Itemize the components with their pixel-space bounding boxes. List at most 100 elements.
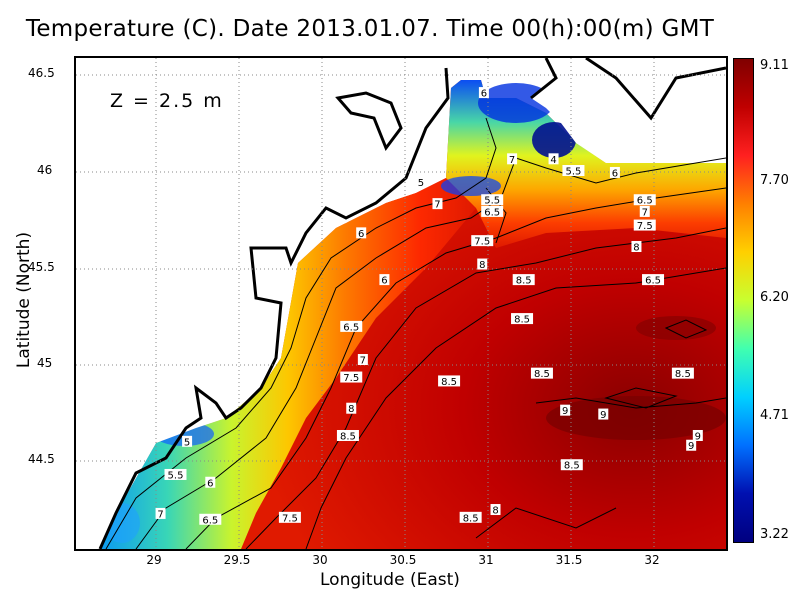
contour-label: 5.5 (481, 194, 504, 207)
contour-label: 6.5 (642, 274, 665, 287)
svg-text:5: 5 (418, 178, 424, 189)
contour-label: 9 (686, 439, 697, 452)
contour-label: 8 (477, 258, 488, 271)
x-tick: 29 (146, 553, 162, 567)
contour-label: 8.5 (530, 367, 553, 380)
svg-text:6: 6 (612, 168, 618, 179)
contour-label: 8 (490, 504, 501, 517)
svg-text:7: 7 (157, 509, 163, 520)
contour-label: 6 (379, 274, 390, 287)
contour-label: 5 (182, 435, 193, 448)
contour-label: 6 (478, 87, 489, 100)
contour-label: 6 (609, 166, 620, 179)
contour-label: 7.5 (471, 235, 494, 248)
contour-label: 7 (507, 153, 518, 166)
svg-text:5.5: 5.5 (484, 196, 500, 207)
svg-text:8.5: 8.5 (564, 461, 580, 472)
contour-label: 6.5 (633, 194, 656, 207)
colorbar-label-3: 6.20 (760, 290, 789, 305)
map-plot-area: 6 7 4 5.5 6 5 5.5 7 6.5 6.5 7 7.5 6 7.5 8 8 6 8.5 6.5 8.5 6.… (74, 56, 728, 551)
svg-text:6: 6 (358, 229, 364, 240)
svg-text:8: 8 (479, 260, 485, 271)
contour-label: 7 (155, 507, 166, 520)
x-tick: 31 (478, 553, 494, 567)
contour-label: 4 (548, 153, 559, 166)
contour-label: 9 (692, 429, 703, 442)
y-tick: 46.5 (28, 66, 55, 80)
svg-text:8.5: 8.5 (463, 513, 479, 524)
svg-text:9: 9 (695, 431, 701, 442)
contour-label: 8 (631, 240, 642, 253)
svg-text:9: 9 (688, 441, 694, 452)
svg-text:7: 7 (360, 356, 366, 367)
x-tick: 31.5 (555, 553, 583, 567)
colorbar-label-2: 7.70 (760, 173, 789, 188)
contour-label: 7 (432, 198, 443, 211)
contour-label: 7 (639, 205, 650, 218)
svg-text:8.5: 8.5 (675, 369, 691, 380)
svg-text:5.5: 5.5 (168, 470, 184, 481)
svg-text:7.5: 7.5 (637, 221, 653, 232)
contour-label: 7 (357, 354, 368, 367)
contour-label: 7.5 (340, 371, 363, 384)
contour-label: 7.5 (278, 511, 301, 524)
y-tick: 44.5 (28, 452, 55, 466)
contour-label: 5.5 (562, 165, 585, 178)
svg-text:7: 7 (509, 155, 515, 166)
svg-text:6: 6 (381, 276, 387, 287)
svg-text:8.5: 8.5 (534, 369, 550, 380)
svg-text:6.5: 6.5 (202, 515, 218, 526)
svg-text:6.5: 6.5 (637, 196, 653, 207)
contour-label: 8.5 (560, 459, 583, 472)
contour-label: 9 (560, 404, 571, 417)
colorbar-label-max: 9.11 (760, 58, 789, 73)
contour-label: 8 (346, 402, 357, 415)
svg-text:8.5: 8.5 (514, 315, 530, 326)
contour-label: 8.5 (671, 367, 694, 380)
contour-label: 5.5 (164, 468, 187, 481)
svg-text:7.5: 7.5 (474, 237, 490, 248)
x-tick: 29.5 (223, 553, 251, 567)
svg-text:8.5: 8.5 (340, 431, 356, 442)
x-tick: 32 (644, 553, 660, 567)
svg-text:6: 6 (481, 89, 487, 100)
svg-text:4: 4 (550, 155, 556, 166)
svg-text:6.5: 6.5 (343, 322, 359, 333)
svg-text:8: 8 (492, 506, 498, 517)
svg-text:9: 9 (562, 406, 568, 417)
svg-text:9: 9 (600, 410, 606, 421)
y-axis-label: Latitude (North) (14, 231, 34, 369)
x-axis-label: Longitude (East) (320, 570, 460, 590)
contour-label: 8.5 (511, 313, 534, 326)
y-tick: 45 (37, 356, 53, 370)
contour-label: 7.5 (633, 219, 656, 232)
svg-text:6.5: 6.5 (645, 276, 661, 287)
contour-label: 6 (356, 227, 367, 240)
contour-label: 8.5 (459, 511, 482, 524)
svg-text:7: 7 (434, 200, 440, 211)
colorbar (733, 58, 754, 543)
contour-label: 6 (205, 476, 216, 489)
svg-text:5: 5 (184, 437, 190, 448)
contour-label: 9 (598, 408, 609, 421)
svg-text:8.5: 8.5 (441, 377, 457, 388)
contour-label: 8.5 (336, 429, 359, 442)
contour-label: 6.5 (340, 320, 363, 333)
colorbar-label-min: 3.22 (760, 527, 789, 542)
svg-text:7.5: 7.5 (343, 373, 359, 384)
contour-label: 8.5 (438, 375, 461, 388)
x-tick: 30.5 (389, 553, 417, 567)
colorbar-label-4: 4.71 (760, 408, 789, 423)
svg-text:8.5: 8.5 (516, 276, 532, 287)
svg-text:5.5: 5.5 (565, 167, 581, 178)
contour-label: 5 (415, 176, 426, 189)
svg-text:7: 7 (642, 207, 648, 218)
svg-text:6.5: 6.5 (484, 207, 500, 218)
grid-lines (76, 58, 726, 549)
plot-title: Temperature (C). Date 2013.01.07. Time 0… (25, 16, 715, 42)
svg-text:6: 6 (207, 478, 213, 489)
contour-label: 6.5 (481, 205, 504, 218)
svg-text:8: 8 (633, 242, 639, 253)
